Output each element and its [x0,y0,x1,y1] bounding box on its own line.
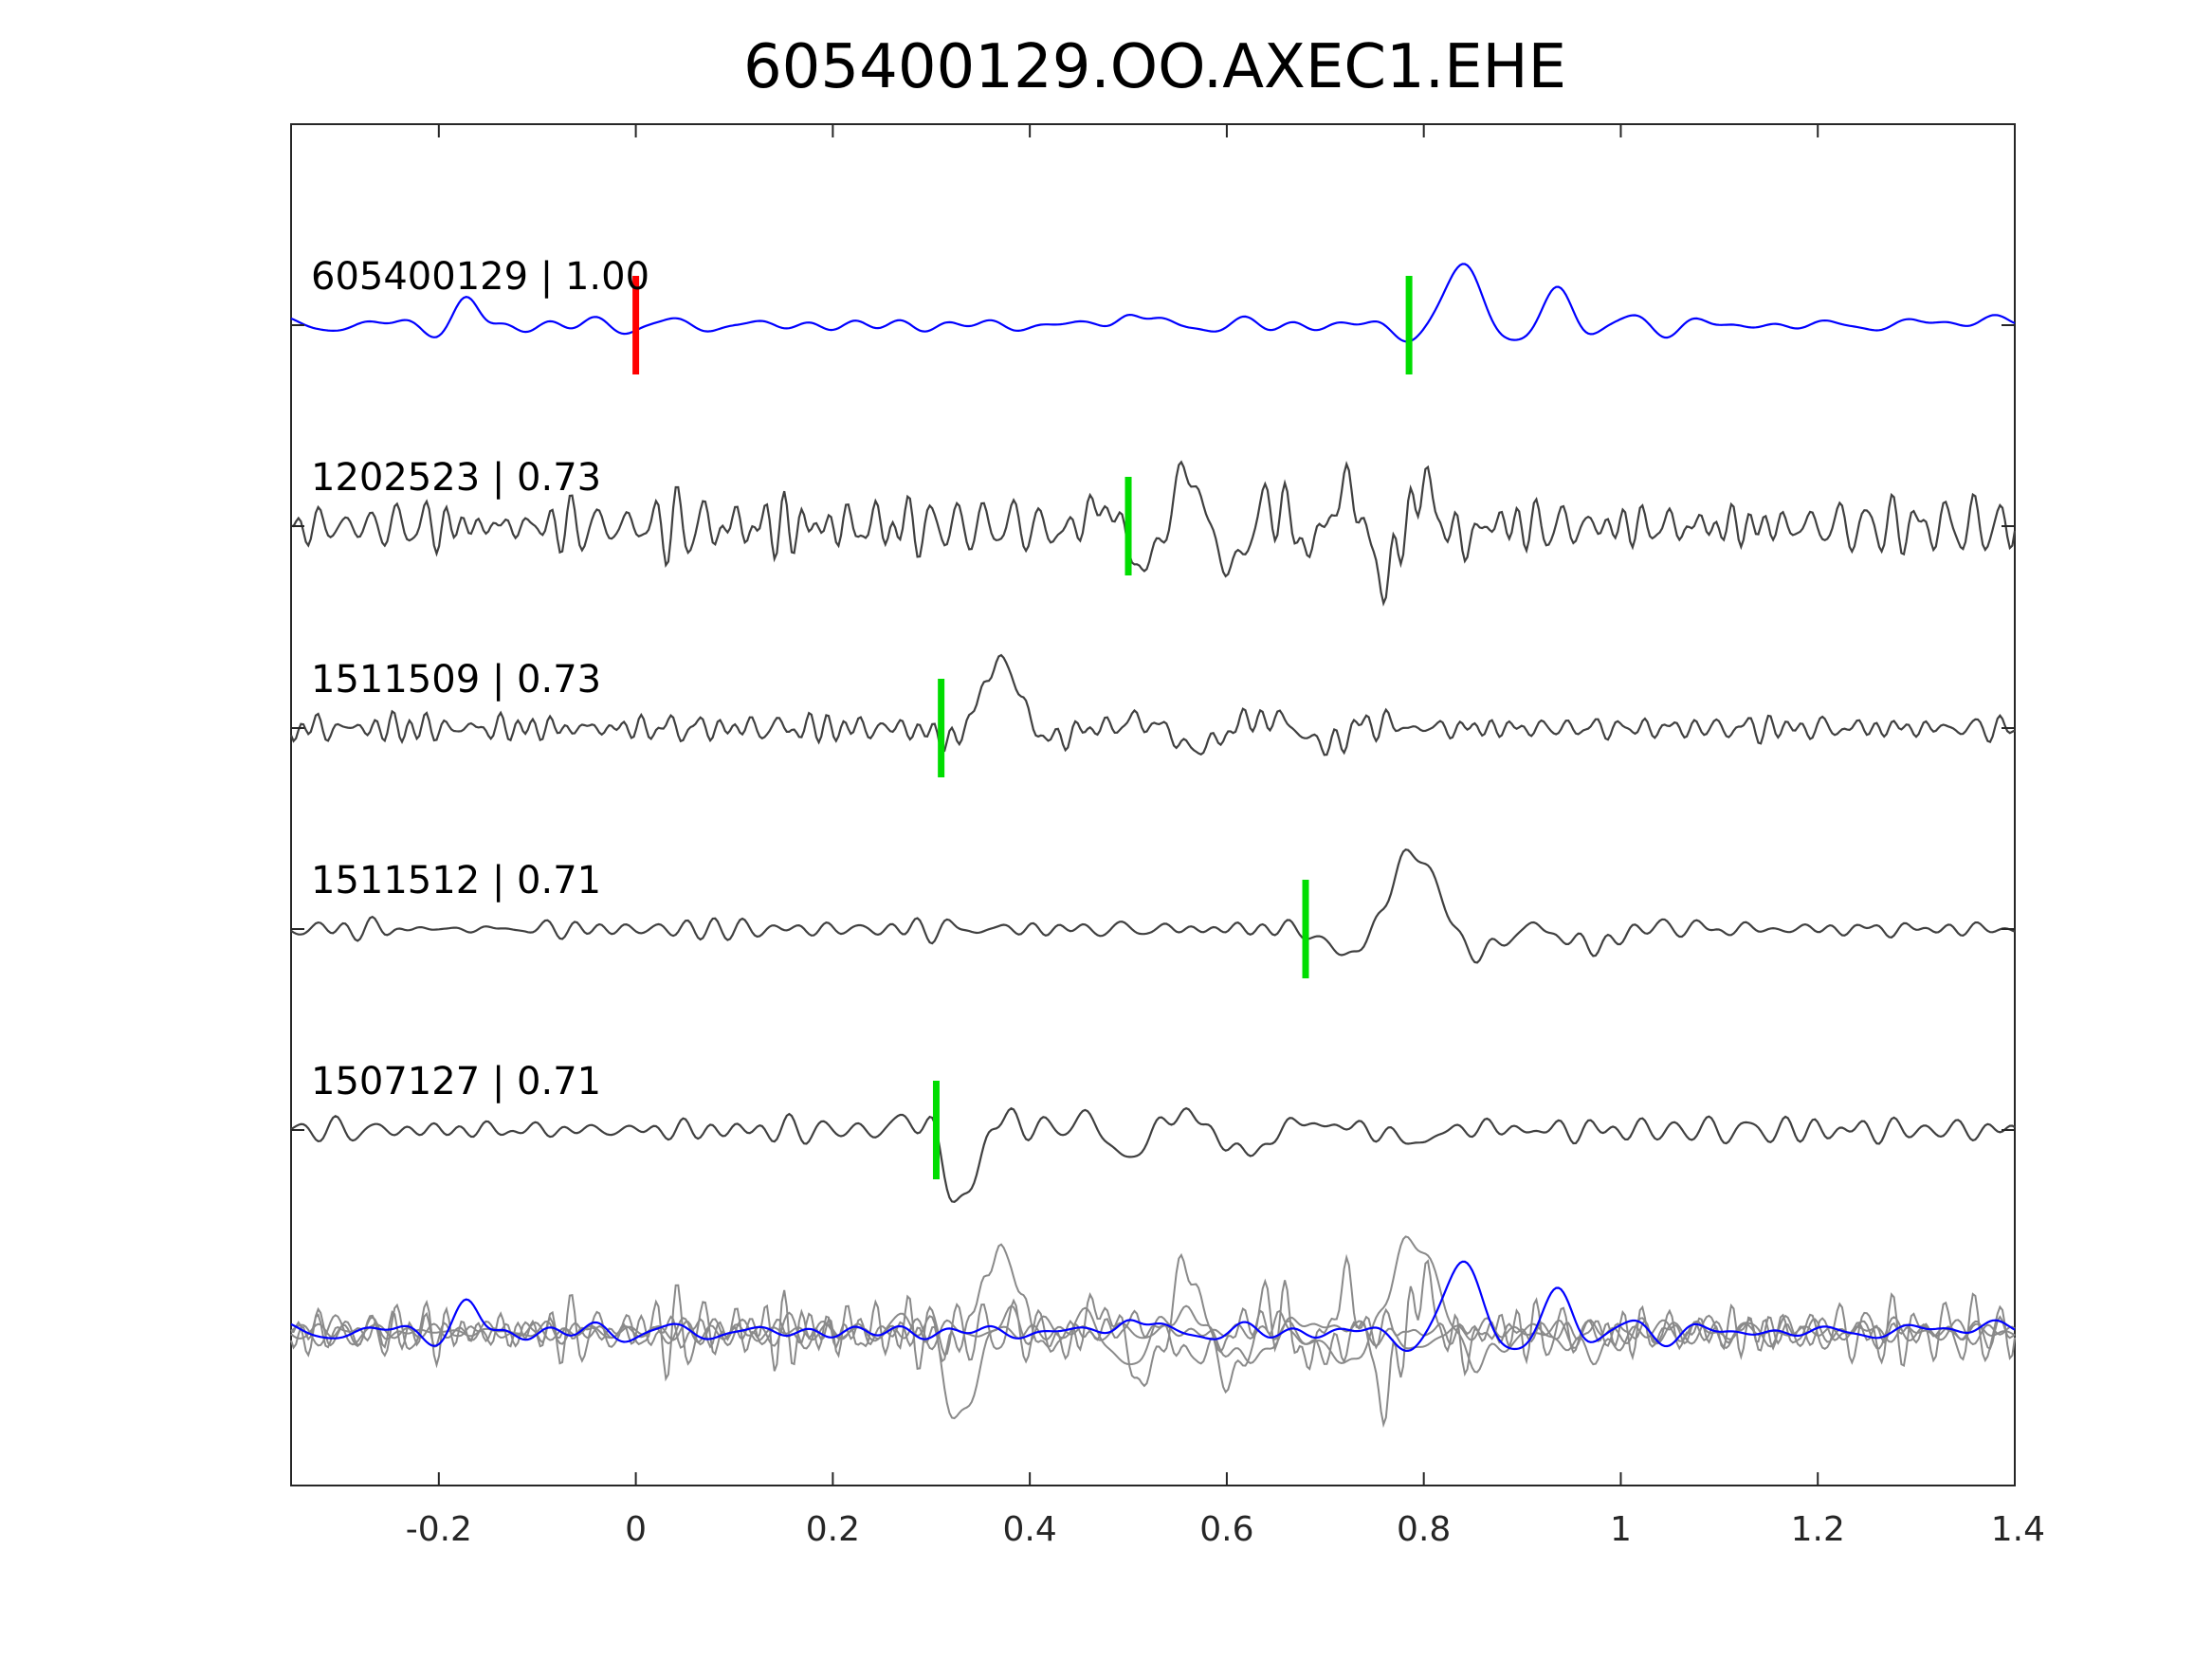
trace-labels-layer: 605400129 | 1.00 1202523 | 0.73 1511509 | … [311,255,649,1103]
traces-layer [289,263,2017,1429]
overlay-trace-605400129 [290,1260,2016,1352]
trace-label-1507127: 1507127 | 0.71 [311,1060,601,1103]
overlay-trace-1202523 [290,1252,2016,1429]
x-tick-label: 0.4 [1003,1510,1057,1549]
x-tick-label: -0.2 [406,1510,472,1549]
x-tick-label: 0.6 [1199,1510,1253,1549]
x-tick-label: 1.4 [1991,1510,2045,1549]
x-tick-label: 0.2 [806,1510,860,1549]
trace-1202523 [290,460,2017,607]
trace-label-1511509: 1511509 | 0.73 [311,658,601,702]
x-tick-label: 0 [625,1510,647,1549]
trace-label-1511512: 1511512 | 0.71 [311,859,601,902]
overlay-trace-1507127 [290,1304,2016,1420]
x-tick-label: 1 [1610,1510,1632,1549]
x-axis-ticks: -0.2 0 0.2 0.4 0.6 0.8 1 1.2 1.4 [291,124,2045,1549]
plot-area-frame [290,123,2016,1486]
trace-label-605400129: 605400129 | 1.00 [311,255,649,299]
trace-605400129 [290,263,2016,343]
overlay-trace-1511509 [290,1243,2016,1365]
trace-1507127 [290,1106,2016,1203]
trace-1511512 [290,848,2016,964]
overlay-trace-1511512 [290,1235,2016,1374]
trace-1511509 [289,653,2016,757]
trace-label-1202523: 1202523 | 0.73 [311,456,601,500]
x-tick-label: 0.8 [1397,1510,1451,1549]
chart-title: 605400129.OO.AXEC1.EHE [743,32,1566,102]
picks-layer [632,276,1413,1179]
x-tick-label: 1.2 [1791,1510,1845,1549]
